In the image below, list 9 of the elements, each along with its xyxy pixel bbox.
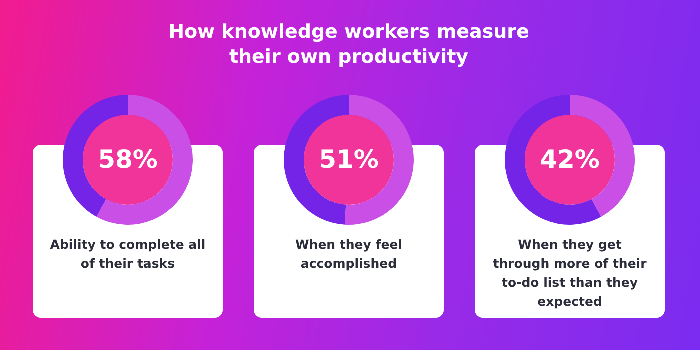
donut-slice <box>96 95 193 225</box>
chart-title: How knowledge workers measure their own productivity <box>168 20 530 70</box>
text: When they get through more of their to-do list than they expected <box>492 236 648 311</box>
donut-slice <box>505 95 602 225</box>
text: Ability to complete all of their tasks <box>49 236 207 273</box>
data-label: 51% <box>319 145 379 174</box>
text: When they feel accomplished <box>294 236 404 273</box>
data-label: 42% <box>540 145 600 174</box>
data-label: 58% <box>98 145 158 174</box>
